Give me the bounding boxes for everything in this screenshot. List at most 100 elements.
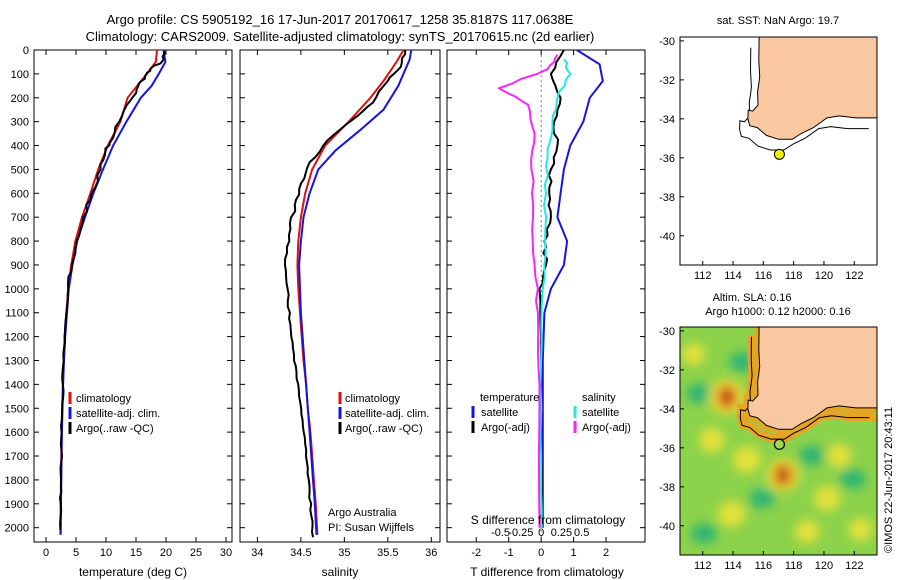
sla-low-cell xyxy=(839,469,866,489)
x-tick-label: 35 xyxy=(338,547,350,559)
salinity-xlabel: salinity xyxy=(322,565,359,579)
x-tick-label: -1 xyxy=(504,547,514,559)
map-x-tick-label: 122 xyxy=(845,270,863,282)
temperature-panel: 0 5 10 15 20 25 300100200300400500600700800900… xyxy=(5,45,233,579)
series-line-argo-raw-qc- xyxy=(59,50,166,531)
x-tick-label: 34 xyxy=(251,547,263,559)
map-y-tick-label: -32 xyxy=(659,365,675,377)
map-x-tick-label: 112 xyxy=(694,270,712,282)
sla-high-cell xyxy=(732,446,761,474)
x-tick-label: 10 xyxy=(100,547,112,559)
salinity-legend: climatology satellite-adj. clim. Argo(..… xyxy=(338,392,429,435)
x-tick-label: 35.5 xyxy=(377,547,398,559)
depth-tick-label: 800 xyxy=(11,236,29,248)
sla-low-cell xyxy=(686,383,713,404)
sla-high-cell xyxy=(699,427,725,453)
series-line-s-satellite xyxy=(539,58,572,528)
float-marker-2 xyxy=(773,438,786,450)
legend-label-s-argo: Argo(-adj) xyxy=(582,422,631,434)
map-y-tick-label: -36 xyxy=(659,153,675,165)
float-marker xyxy=(773,148,785,160)
legend-temperature-head: temperature xyxy=(480,392,539,404)
imos-credit: ©IMOS 22-Jun-2017 20:43:11 xyxy=(883,407,895,553)
map-y-tick-label: -38 xyxy=(659,482,675,494)
x-tick-label: 0 xyxy=(43,547,49,559)
t-diff-xlabel: T difference from climatology xyxy=(470,565,624,579)
legend-label-t-sat: satellite xyxy=(481,407,518,419)
map-x-tick-label: 118 xyxy=(785,270,803,282)
map-x-tick-label: 118 xyxy=(785,560,803,572)
depth-tick-label: 1000 xyxy=(5,284,29,296)
map-y-tick-label: -30 xyxy=(659,326,675,338)
legend-label-s-sat: satellite xyxy=(582,407,619,419)
sla-high-cell xyxy=(717,501,746,528)
depth-tick-label: 1300 xyxy=(5,355,29,367)
depth-tick-label: 900 xyxy=(11,260,29,272)
map-x-tick-label: 114 xyxy=(724,560,742,572)
depth-tick-label: 0 xyxy=(23,45,29,57)
map-x-tick-label: 112 xyxy=(694,560,712,572)
temperature-xlabel: temperature (deg C) xyxy=(79,565,187,579)
map-y-tick-label: -34 xyxy=(659,114,675,126)
sla-map-frame xyxy=(679,326,878,556)
sst-map-title: sat. SST: NaN Argo: 19.7 xyxy=(717,15,839,27)
series-line-satellite-adj-clim- xyxy=(298,49,413,535)
map-x-tick-label: 120 xyxy=(815,560,833,572)
depth-tick-label: 1100 xyxy=(5,308,29,320)
map-y-tick-label: -34 xyxy=(659,404,675,416)
header-line1: Argo profile: CS 5905192_16 17-Jun-2017 … xyxy=(107,12,574,27)
sla-map-title1: Altim. SLA: 0.16 xyxy=(713,292,792,304)
sla-high-cell xyxy=(848,518,873,541)
map-x-tick-label: 116 xyxy=(755,270,773,282)
depth-tick-label: 500 xyxy=(11,164,29,176)
map-x-tick-label: 114 xyxy=(724,270,742,282)
sla-high-cell xyxy=(794,519,820,544)
header-line2: Climatology: CARS2009. Satellite-adjuste… xyxy=(86,29,595,44)
map-x-tick-label: 116 xyxy=(755,560,773,572)
depth-tick-label: 300 xyxy=(11,117,29,129)
s-diff-tick-label: 0 xyxy=(538,527,544,539)
legend-label-t-argo: Argo(-adj) xyxy=(481,422,530,434)
sla-field xyxy=(680,327,877,555)
depth-tick-label: 1500 xyxy=(5,403,29,415)
map-y-tick-label: -36 xyxy=(659,443,675,455)
legend-label-argo: Argo(..raw -QC) xyxy=(76,423,154,435)
sla-high-cell xyxy=(682,343,706,366)
sst-map: sat. SST: NaN Argo: 19.7 112 114 116 118 120… xyxy=(659,15,878,282)
depth-tick-label: 100 xyxy=(11,69,29,81)
map-y-tick-label: -40 xyxy=(659,231,675,243)
s-diff-tick-label: -0.5 xyxy=(491,527,510,539)
x-tick-label: 5 xyxy=(73,547,79,559)
legend-label-climatology-2: climatology xyxy=(345,393,401,405)
legend-label-satellite: satellite-adj. clim. xyxy=(76,408,160,420)
shelf-contour xyxy=(739,47,869,151)
legend-label-climatology: climatology xyxy=(76,393,132,405)
land-mass xyxy=(747,36,878,140)
legend-salinity-head: salinity xyxy=(582,392,616,404)
temperature-panel-frame xyxy=(33,49,233,543)
s-diff-tick-label: -0.25 xyxy=(508,527,533,539)
sla-map: Altim. SLA: 0.16 Argo h1000: 0.12 h2000:… xyxy=(659,292,878,572)
credit-line2: PI: Susan Wijffels xyxy=(328,522,414,534)
map-y-tick-label: -32 xyxy=(659,75,675,87)
depth-tick-label: 1600 xyxy=(5,427,29,439)
map-y-tick-label: -40 xyxy=(659,521,675,533)
land-mass-2 xyxy=(747,327,877,430)
sla-low-cell xyxy=(798,445,825,466)
x-tick-label: 1 xyxy=(571,547,577,559)
shelf-contour-2 xyxy=(739,336,870,440)
depth-tick-label: 2000 xyxy=(5,523,29,535)
difference-legend: temperature salinity satellite Argo(-adj… xyxy=(471,392,631,434)
series-line-argo-raw-qc- xyxy=(284,49,407,538)
s-diff-label: S difference from climatology xyxy=(471,513,626,527)
salinity-panel-frame xyxy=(239,49,441,543)
salinity-panel: 34 34.5 35 35.5 36 salinity climatology sate… xyxy=(239,49,441,579)
map-y-tick-label: -30 xyxy=(659,36,675,48)
map-x-tick-label: 122 xyxy=(845,560,863,572)
sla-high-cell xyxy=(813,485,841,512)
map-x-tick-label: 120 xyxy=(815,270,833,282)
difference-panel-frame xyxy=(446,49,646,543)
depth-tick-label: 1200 xyxy=(5,332,29,344)
series-line-s-argo-adj- xyxy=(497,54,559,528)
sla-low-cell xyxy=(691,523,718,544)
